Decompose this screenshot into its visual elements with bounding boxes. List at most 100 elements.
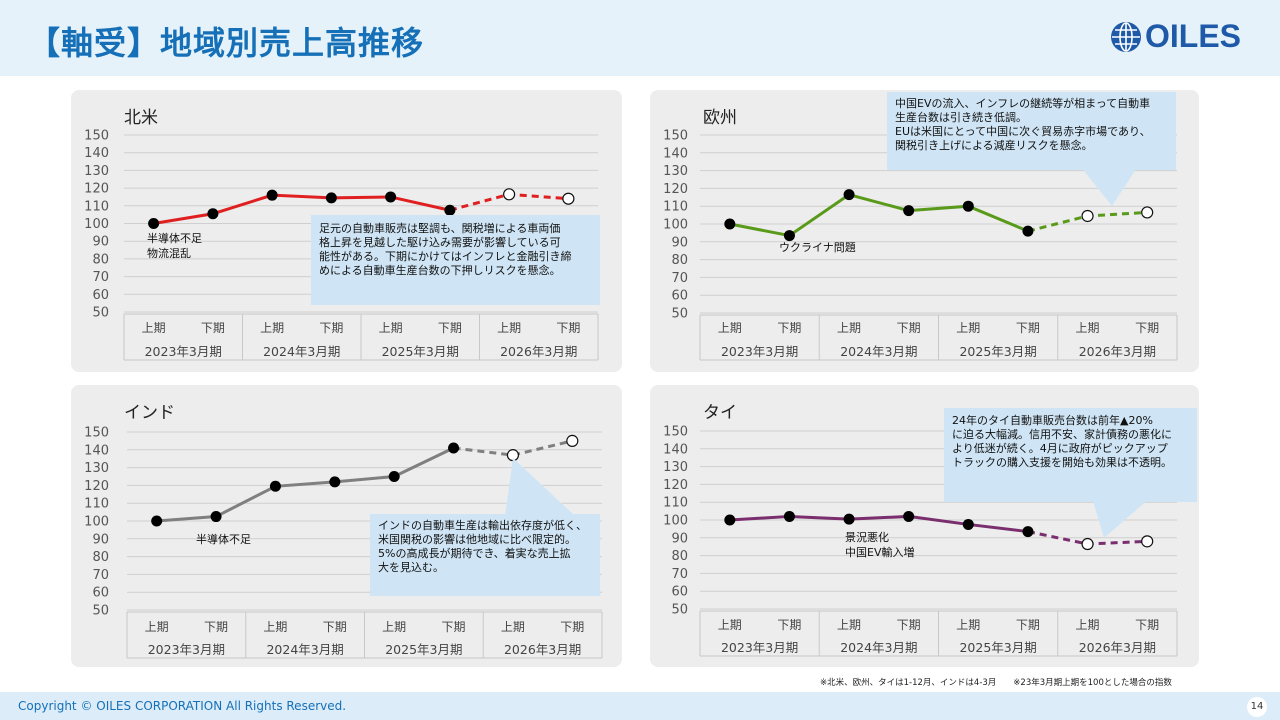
- th-callout-line-2: に迫る大幅減。信用不安、家計債務の悪化に: [952, 428, 1172, 441]
- na-note-line-1: 半導体不足: [147, 232, 202, 245]
- x-tick-label: 下期: [1135, 321, 1159, 335]
- x-tick-label: 下期: [442, 620, 466, 634]
- y-tick-label: 140: [84, 443, 109, 458]
- na-note-line-2: 物流混乱: [147, 247, 191, 260]
- x-tick-label: 上期: [837, 321, 861, 335]
- x-tick-label: 下期: [1135, 618, 1159, 632]
- eu-note: ウクライナ問題: [779, 241, 856, 254]
- y-tick-label: 110: [663, 200, 688, 215]
- y-tick-label: 90: [671, 235, 688, 250]
- x-tick-label: 下期: [777, 618, 801, 632]
- x-group-label: 2024年3月期: [840, 344, 917, 359]
- data-point: [269, 480, 281, 492]
- data-point: [266, 189, 278, 201]
- chart-europe: 欧州 50 60 70 80 90 100 110 120 130 140 150 上期 下期 上期 下期 上期…: [663, 108, 1178, 361]
- data-point: [903, 510, 915, 522]
- eu-callout-line-4: 関税引き上げによる減産リスクを懸念。: [895, 139, 1093, 152]
- x-group-label: 2026年3月期: [1079, 344, 1156, 359]
- x-group-label: 2025年3月期: [959, 344, 1036, 359]
- y-tick-label: 110: [663, 496, 688, 511]
- x-group-label: 2024年3月期: [263, 344, 340, 359]
- y-tick-label: 150: [84, 426, 109, 441]
- data-point: [783, 230, 795, 242]
- in-callout-line-4: 大を見込む。: [378, 561, 444, 574]
- globe-icon: [1111, 21, 1141, 52]
- chart-title: インド: [124, 403, 175, 423]
- header-band: [0, 0, 1280, 76]
- y-tick-label: 120: [84, 479, 109, 494]
- x-group-label: 2024年3月期: [266, 642, 343, 657]
- y-tick-label: 140: [84, 146, 109, 161]
- x-tick-label: 上期: [837, 618, 861, 632]
- x-tick-label: 上期: [263, 620, 287, 634]
- data-point: [724, 514, 736, 526]
- y-tick-label: 110: [84, 497, 109, 512]
- in-callout-line-3: 5%の高成長が期待でき、着実な売上拡: [378, 547, 571, 560]
- x-group-label: 2026年3月期: [500, 344, 577, 359]
- x-group-label: 2025年3月期: [385, 642, 462, 657]
- y-tick-label: 50: [671, 307, 688, 322]
- y-tick-label: 80: [671, 253, 688, 268]
- x-tick-label: 上期: [382, 620, 406, 634]
- y-tick-label: 100: [84, 217, 109, 232]
- data-point: [843, 189, 855, 201]
- y-tick-label: 130: [663, 460, 688, 475]
- eu-callout-line-2: 生産台数は引き続き低調。: [895, 111, 1027, 124]
- x-tick-label: 上期: [142, 321, 166, 335]
- th-callout-line-4: トラックの購入支援を開始も効果は不透明。: [952, 456, 1172, 469]
- y-tick-label: 100: [663, 218, 688, 233]
- y-tick-label: 120: [663, 182, 688, 197]
- x-tick-label: 上期: [956, 321, 980, 335]
- data-point: [151, 515, 163, 527]
- in-note: 半導体不足: [196, 533, 251, 546]
- th-note-line-2: 中国EV輸入増: [845, 546, 915, 559]
- y-tick-label: 140: [663, 442, 688, 457]
- na-note: 半導体不足 物流混乱: [147, 231, 202, 261]
- data-point-forecast: [503, 188, 516, 201]
- in-callout: インドの自動車生産は輸出依存度が低く、 米国関税の影響は他地域に比べ限定的。 5…: [370, 514, 600, 596]
- x-group-label: 2023年3月期: [721, 640, 798, 655]
- data-point: [210, 511, 222, 523]
- data-point: [962, 518, 974, 530]
- x-group-label: 2023年3月期: [145, 344, 222, 359]
- y-tick-label: 60: [92, 288, 109, 303]
- y-tick-label: 150: [663, 129, 688, 144]
- na-callout-line-1: 足元の自動車販売は堅調も、関税増による車両価: [319, 222, 561, 235]
- y-tick-label: 140: [663, 146, 688, 161]
- y-tick-label: 50: [92, 604, 109, 619]
- x-tick-label: 上期: [1076, 321, 1100, 335]
- eu-callout-line-1: 中国EVの流入、インフレの継続等が相まって自動車: [895, 97, 1151, 110]
- chart-title: 北米: [124, 108, 158, 128]
- data-point: [783, 510, 795, 522]
- y-tick-label: 50: [92, 306, 109, 321]
- data-point-forecast: [562, 192, 575, 205]
- chart-title: 欧州: [703, 108, 737, 128]
- eu-callout: 中国EVの流入、インフレの継続等が相まって自動車 生産台数は引き続き低調。 EU…: [887, 92, 1176, 170]
- y-tick-label: 70: [671, 567, 688, 582]
- data-point: [843, 513, 855, 525]
- x-tick-label: 上期: [718, 618, 742, 632]
- data-point: [448, 442, 460, 454]
- y-tick-label: 70: [92, 568, 109, 583]
- na-callout-line-2: 格上昇を見越した駆け込み需要が影響している可: [319, 236, 561, 249]
- x-tick-label: 上期: [379, 321, 403, 335]
- data-point: [724, 218, 736, 230]
- x-tick-label: 上期: [718, 321, 742, 335]
- x-tick-label: 上期: [145, 620, 169, 634]
- x-tick-label: 上期: [1076, 618, 1100, 632]
- series-line-actual: [729, 514, 1029, 534]
- data-point-forecast: [566, 434, 579, 448]
- y-tick-label: 130: [663, 164, 688, 179]
- data-point: [388, 471, 400, 482]
- y-tick-label: 60: [671, 585, 688, 600]
- data-point-forecast: [1141, 206, 1154, 219]
- in-callout-line-2: 米国関税の影響は他地域に比べ限定的。: [378, 533, 576, 546]
- na-callout-line-3: 能性がある。下期にかけてはインフレと金融引き締: [319, 250, 572, 263]
- x-tick-label: 上期: [956, 618, 980, 632]
- x-tick-label: 下期: [556, 321, 580, 335]
- data-point: [329, 476, 341, 488]
- x-tick-label: 下期: [201, 321, 225, 335]
- na-callout: 足元の自動車販売は堅調も、関税増による車両価 格上昇を見越した駆け込み需要が影響…: [311, 215, 600, 305]
- x-tick-label: 上期: [501, 620, 525, 634]
- x-tick-label: 下期: [897, 321, 921, 335]
